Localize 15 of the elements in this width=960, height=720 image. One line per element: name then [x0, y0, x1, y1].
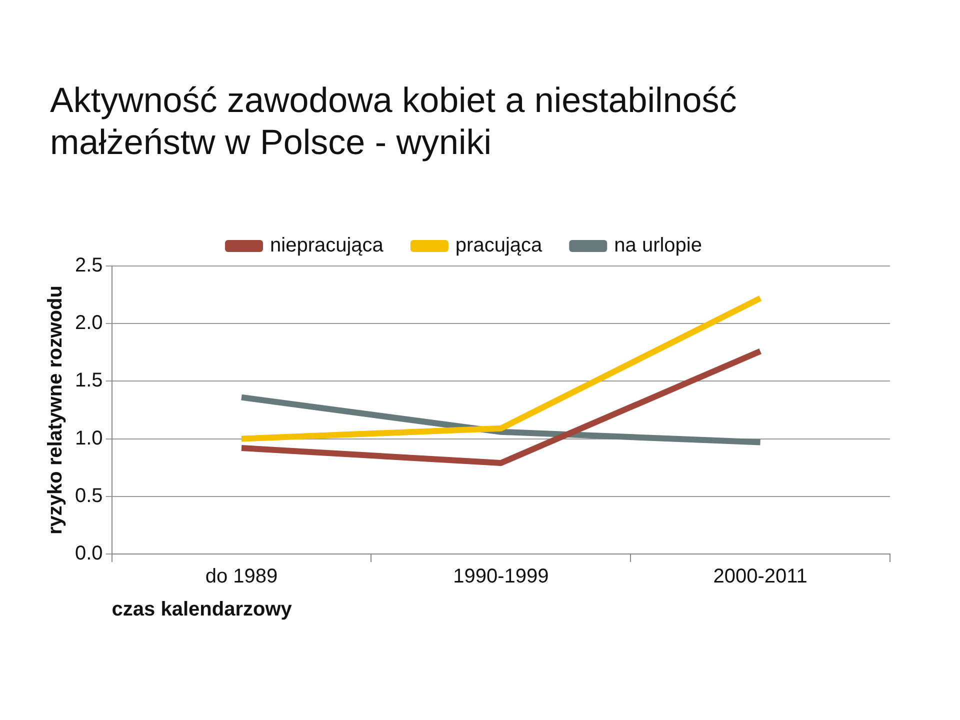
- y-tick-label: 0.0: [74, 542, 103, 565]
- y-tick-label: 2.0: [74, 312, 103, 334]
- y-tick-label: 1.0: [74, 427, 103, 450]
- y-tick-label: 2.5: [74, 254, 103, 277]
- x-tick-label: 2000-2011: [713, 566, 808, 588]
- y-tick-label: 0.5: [74, 484, 103, 507]
- x-tick-label: do 1989: [205, 566, 278, 588]
- legend-label: pracująca: [455, 234, 544, 257]
- legend-label: na urlopie: [614, 234, 702, 257]
- x-axis-title: czas kalendarzowy: [112, 598, 293, 621]
- y-axis-title: ryzyko relatywne rozwodu: [44, 286, 67, 534]
- x-tick-label: 1990-1999: [453, 566, 549, 588]
- legend-label: niepracująca: [270, 234, 384, 257]
- chart-title: Aktywność zawodowa kobiet a niestabilność małżeństw w Polsce - wyniki: [50, 80, 738, 164]
- y-tick-label: 1.5: [74, 370, 103, 392]
